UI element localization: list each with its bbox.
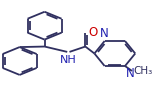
Text: CH₃: CH₃: [133, 66, 152, 76]
Text: O: O: [88, 26, 97, 39]
Text: N: N: [126, 67, 134, 80]
Text: NH: NH: [60, 55, 77, 65]
Text: N: N: [100, 27, 108, 40]
